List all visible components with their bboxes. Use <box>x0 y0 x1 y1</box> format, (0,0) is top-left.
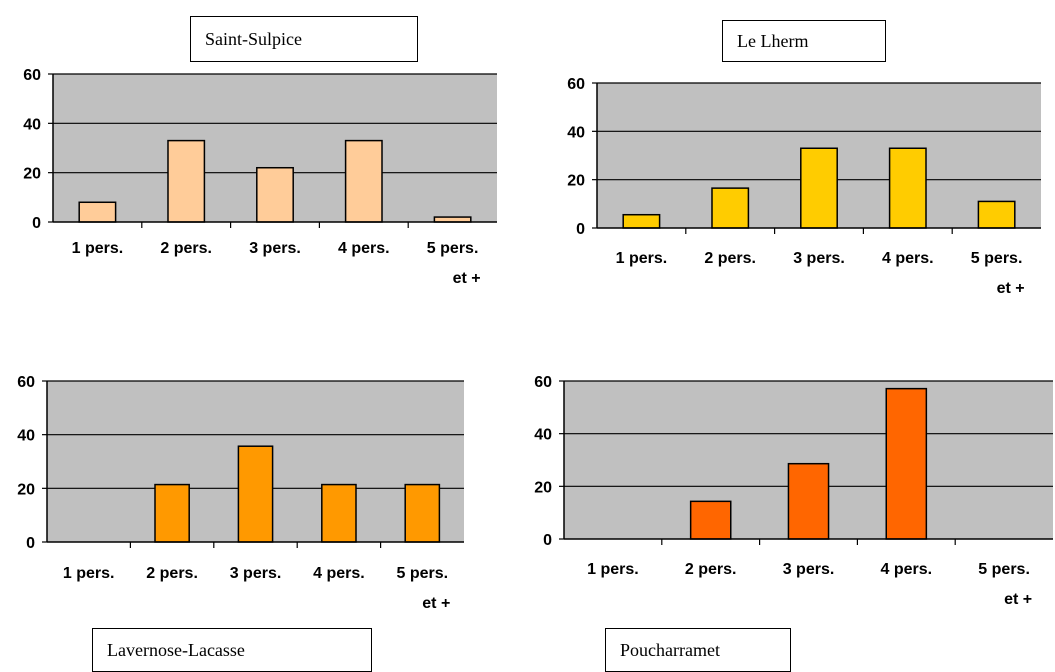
x-tick-label: 3 pers. <box>793 250 845 267</box>
chart-title-saint-sulpice: Saint-Sulpice <box>190 16 418 62</box>
bar <box>885 387 928 540</box>
y-tick-label: 20 <box>23 166 41 183</box>
bar <box>787 462 830 540</box>
bar <box>888 147 927 229</box>
y-tick-label: 40 <box>567 124 585 141</box>
y-tick-label: 60 <box>567 76 585 93</box>
chart-le-lherm: 0 20 40 60 1 pers. 2 pers. 3 pers. 4 pers. 5 per… <box>567 76 1041 297</box>
bar <box>78 201 117 223</box>
x-tick-label: 3 pers. <box>783 561 835 578</box>
chart-lavernose-lacasse: 0 20 40 60 1 pers. 2 pers. 3 pers. 4 pers. 5 per… <box>17 374 464 612</box>
chart-poucharramet: 0 20 40 60 1 pers. 2 pers. 3 pers. 4 pers. 5 per… <box>534 374 1053 608</box>
bar <box>256 166 294 223</box>
y-tick-label: 20 <box>534 479 552 496</box>
x-tick-label: 2 pers. <box>160 240 212 257</box>
bar <box>977 200 1016 229</box>
y-tick-label: 0 <box>543 532 552 549</box>
chart-title-lavernose-lacasse: Lavernose-Lacasse <box>92 628 372 672</box>
y-tick-label: 0 <box>26 535 35 552</box>
bar <box>321 483 357 543</box>
x-tick-label: 1 pers. <box>587 561 639 578</box>
x-tick-label: 3 pers. <box>230 565 282 582</box>
y-tick-label: 60 <box>23 67 41 84</box>
x-tick-label: 5 pers. et + <box>427 240 481 287</box>
y-tick-label: 0 <box>32 215 41 232</box>
bar <box>344 139 383 223</box>
y-tick-label: 20 <box>567 173 585 190</box>
x-tick-label: 2 pers. <box>704 250 756 267</box>
x-tick-label: 2 pers. <box>685 561 737 578</box>
y-tick-label: 60 <box>534 374 552 391</box>
x-tick-label: 4 pers. <box>882 250 934 267</box>
bar <box>154 483 190 543</box>
bar <box>167 139 206 223</box>
y-tick-label: 0 <box>576 221 585 238</box>
y-tick-label: 40 <box>17 428 35 445</box>
x-tick-label: 4 pers. <box>338 240 390 257</box>
bar <box>711 187 750 229</box>
bar <box>689 500 732 540</box>
y-tick-label: 60 <box>17 374 35 391</box>
bar <box>800 147 838 229</box>
x-tick-label: 1 pers. <box>616 250 668 267</box>
x-tick-label: 5 pers. et + <box>978 561 1032 608</box>
x-tick-label: 5 pers. et + <box>397 565 451 612</box>
y-tick-label: 40 <box>534 427 552 444</box>
y-tick-label: 40 <box>23 116 41 133</box>
bar <box>622 213 661 229</box>
x-tick-label: 2 pers. <box>146 565 198 582</box>
x-tick-label: 1 pers. <box>72 240 124 257</box>
bar <box>237 445 274 543</box>
x-tick-label: 1 pers. <box>63 565 115 582</box>
x-tick-label: 4 pers. <box>313 565 365 582</box>
x-tick-label: 4 pers. <box>881 561 933 578</box>
x-tick-label: 3 pers. <box>249 240 301 257</box>
chart-title-poucharramet: Poucharramet <box>605 628 791 672</box>
bar <box>404 483 441 543</box>
y-tick-label: 20 <box>17 481 35 498</box>
chart-saint-sulpice: 0 20 40 60 1 pers. 2 pers. 3 pers. 4 pers. 5 per… <box>23 67 497 287</box>
x-tick-label: 5 pers. et + <box>971 250 1025 297</box>
chart-title-le-lherm: Le Lherm <box>722 20 886 62</box>
